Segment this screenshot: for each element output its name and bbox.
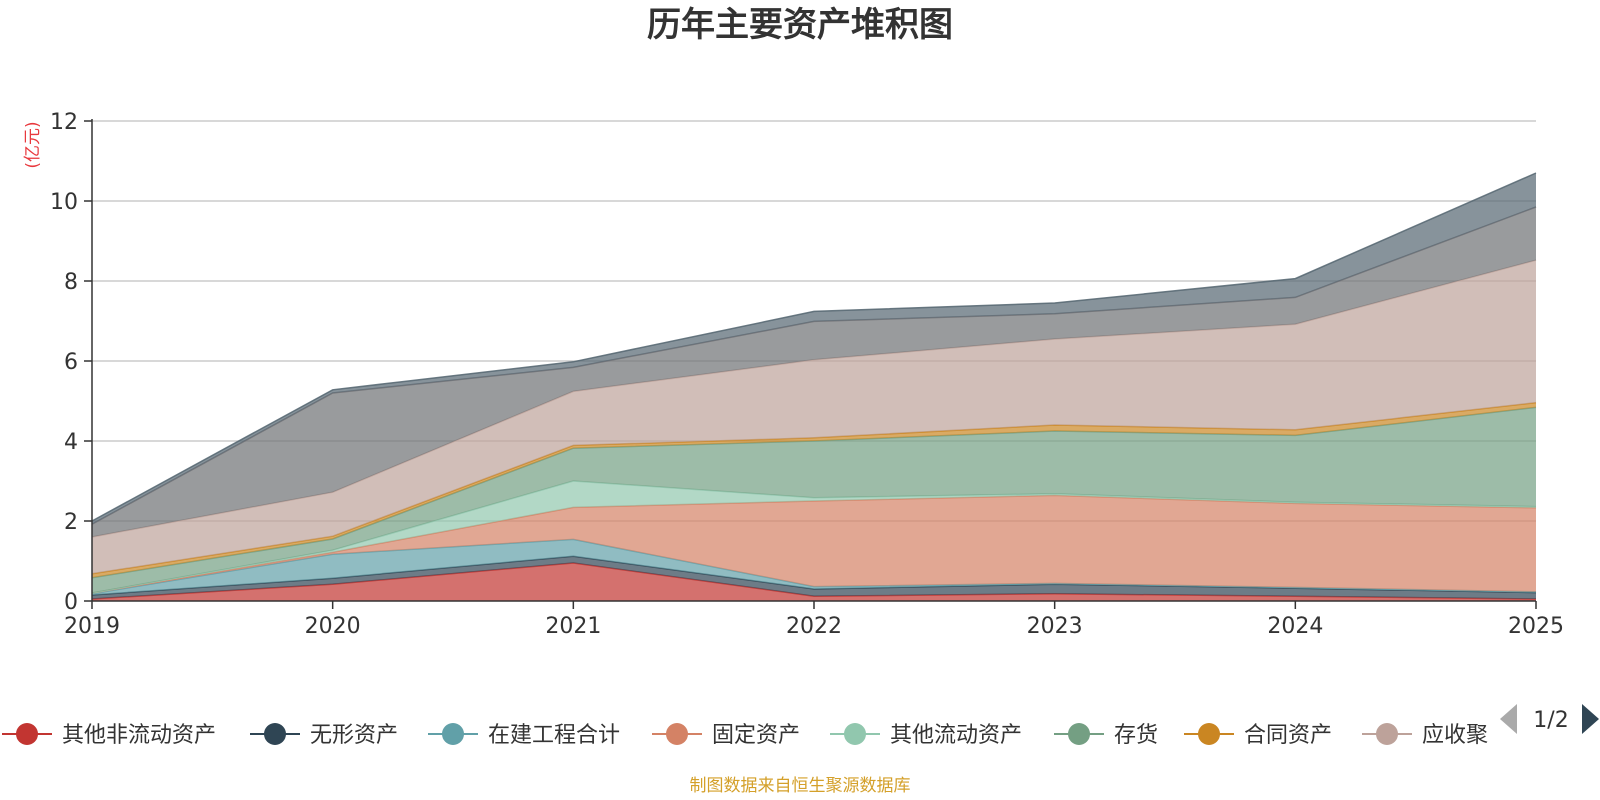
x-tick-label: 2020 — [305, 614, 361, 639]
legend-pager: 1/2 — [1500, 704, 1599, 734]
area-series-0 — [92, 563, 1536, 601]
legend-label: 在建工程合计 — [488, 723, 620, 748]
x-tick-label: 2019 — [64, 614, 120, 639]
legend-label: 应收聚 — [1422, 723, 1488, 748]
legend-item-7[interactable]: 应收聚 — [1362, 723, 1488, 748]
area-series-3 — [92, 495, 1536, 594]
y-tick-label: 4 — [64, 430, 78, 455]
legend-label: 无形资产 — [310, 723, 398, 748]
area-series-8 — [92, 207, 1536, 537]
legend-item-4[interactable]: 其他流动资产 — [830, 723, 1022, 748]
legend-marker-icon — [1198, 723, 1220, 745]
legend-marker-icon — [1068, 723, 1090, 745]
y-tick-label: 8 — [64, 270, 78, 295]
x-tick-label: 2024 — [1267, 614, 1323, 639]
axes: 0 2 4 6 8 10 12 2019 2020 2021 2022 2023 2024 2025 — [50, 110, 1564, 639]
legend-marker-icon — [1376, 723, 1398, 745]
legend-marker-icon — [16, 723, 38, 745]
legend-label: 固定资产 — [712, 723, 800, 748]
x-tick-label: 2022 — [786, 614, 842, 639]
legend-item-3[interactable]: 固定资产 — [652, 723, 800, 748]
area-series-7 — [92, 260, 1536, 574]
legend-label: 存货 — [1114, 723, 1158, 748]
legend-label: 合同资产 — [1244, 723, 1332, 748]
area-series-group — [91, 172, 1537, 601]
legend-next-arrow-icon[interactable] — [1582, 704, 1599, 734]
legend-item-2[interactable]: 在建工程合计 — [428, 723, 620, 748]
legend-label: 其他非流动资产 — [62, 723, 216, 748]
area-series-2 — [92, 539, 1536, 595]
area-series-1 — [92, 556, 1536, 599]
legend-item-6[interactable]: 合同资产 — [1184, 723, 1332, 748]
y-tick-label: 12 — [50, 110, 78, 135]
source-note: 制图数据来自恒生聚源数据库 — [690, 776, 911, 796]
chart-title: 历年主要资产堆积图 — [647, 5, 953, 45]
legend: 其他非流动资产 无形资产 在建工程合计 固定资产 其他流动资产 存货 合同资产 应收聚 — [2, 723, 1488, 748]
y-axis-unit: (亿元) — [23, 121, 43, 168]
area-series-6 — [92, 402, 1536, 578]
legend-marker-icon — [666, 723, 688, 745]
y-tick-label: 2 — [64, 510, 78, 535]
x-tick-label: 2025 — [1508, 614, 1564, 639]
y-tick-label: 10 — [50, 190, 78, 215]
legend-page-indicator: 1/2 — [1533, 708, 1568, 733]
legend-item-5[interactable]: 存货 — [1054, 723, 1158, 748]
legend-marker-icon — [442, 723, 464, 745]
legend-item-0[interactable]: 其他非流动资产 — [2, 723, 216, 748]
legend-prev-arrow-icon[interactable] — [1500, 704, 1517, 734]
legend-item-1[interactable]: 无形资产 — [250, 723, 398, 748]
legend-marker-icon — [264, 723, 286, 745]
series-line-9 — [91, 172, 1537, 522]
legend-label: 其他流动资产 — [890, 723, 1022, 748]
area-series-5 — [92, 407, 1536, 593]
y-tick-label: 0 — [64, 590, 78, 615]
legend-marker-icon — [844, 723, 866, 745]
x-tick-label: 2023 — [1027, 614, 1083, 639]
x-tick-label: 2021 — [545, 614, 601, 639]
y-tick-label: 6 — [64, 350, 78, 375]
